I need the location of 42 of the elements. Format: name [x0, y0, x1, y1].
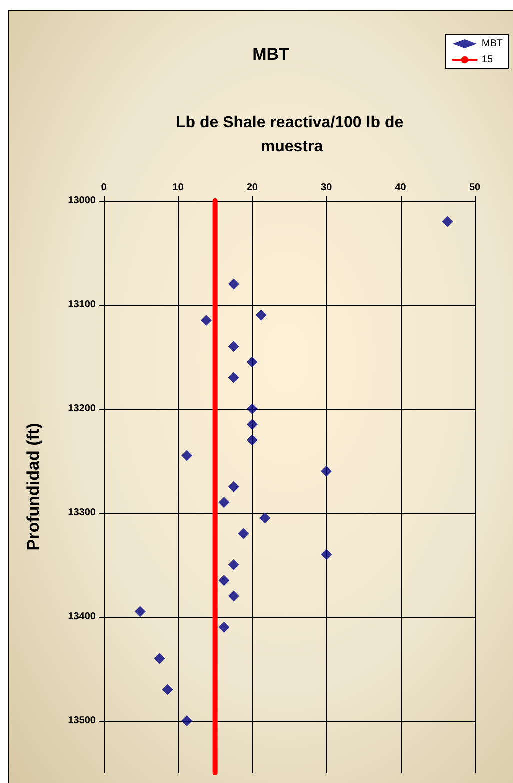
legend-label: 15: [482, 54, 494, 66]
point: [182, 716, 193, 726]
point: [246, 434, 258, 446]
point: [256, 310, 267, 321]
point: [321, 466, 332, 477]
point: [246, 356, 258, 368]
point: [218, 575, 230, 586]
chart-title: MBT: [252, 45, 290, 64]
x-tick-label: 50: [469, 182, 481, 194]
x-tick-label: 40: [395, 182, 407, 194]
point: [134, 606, 146, 618]
point: [218, 497, 230, 508]
point: [260, 512, 271, 524]
point: [162, 684, 174, 696]
point: [246, 419, 258, 430]
x-tick-label: 30: [321, 182, 333, 194]
point: [228, 372, 240, 384]
point: [228, 341, 240, 352]
point: [228, 278, 240, 290]
y-tick-label: 13100: [68, 300, 96, 310]
legend-label: MBT: [482, 38, 503, 50]
y-tick-label: 13300: [68, 508, 96, 518]
point: [228, 590, 240, 602]
point: [238, 528, 249, 540]
point: [154, 653, 166, 664]
y-axis-title: Profundidad (ft): [24, 423, 43, 551]
y-tick-label: 13400: [68, 612, 96, 622]
x-axis-title: Lb de Shale reactiva/100 lb de muestra: [176, 114, 408, 156]
point: [246, 404, 258, 414]
x-tick-label: 10: [172, 182, 184, 194]
point: [228, 560, 240, 570]
point: [321, 549, 332, 560]
point: [200, 315, 212, 326]
point: [442, 216, 454, 228]
point: [228, 482, 240, 492]
x-tick-label: 20: [246, 182, 258, 194]
x-tick-label: 0: [101, 182, 108, 194]
y-tick-label: 13500: [68, 716, 96, 726]
point: [218, 622, 230, 633]
y-tick-label: 13200: [68, 404, 96, 414]
point: [182, 450, 193, 462]
y-tick-label: 13000: [68, 196, 96, 206]
